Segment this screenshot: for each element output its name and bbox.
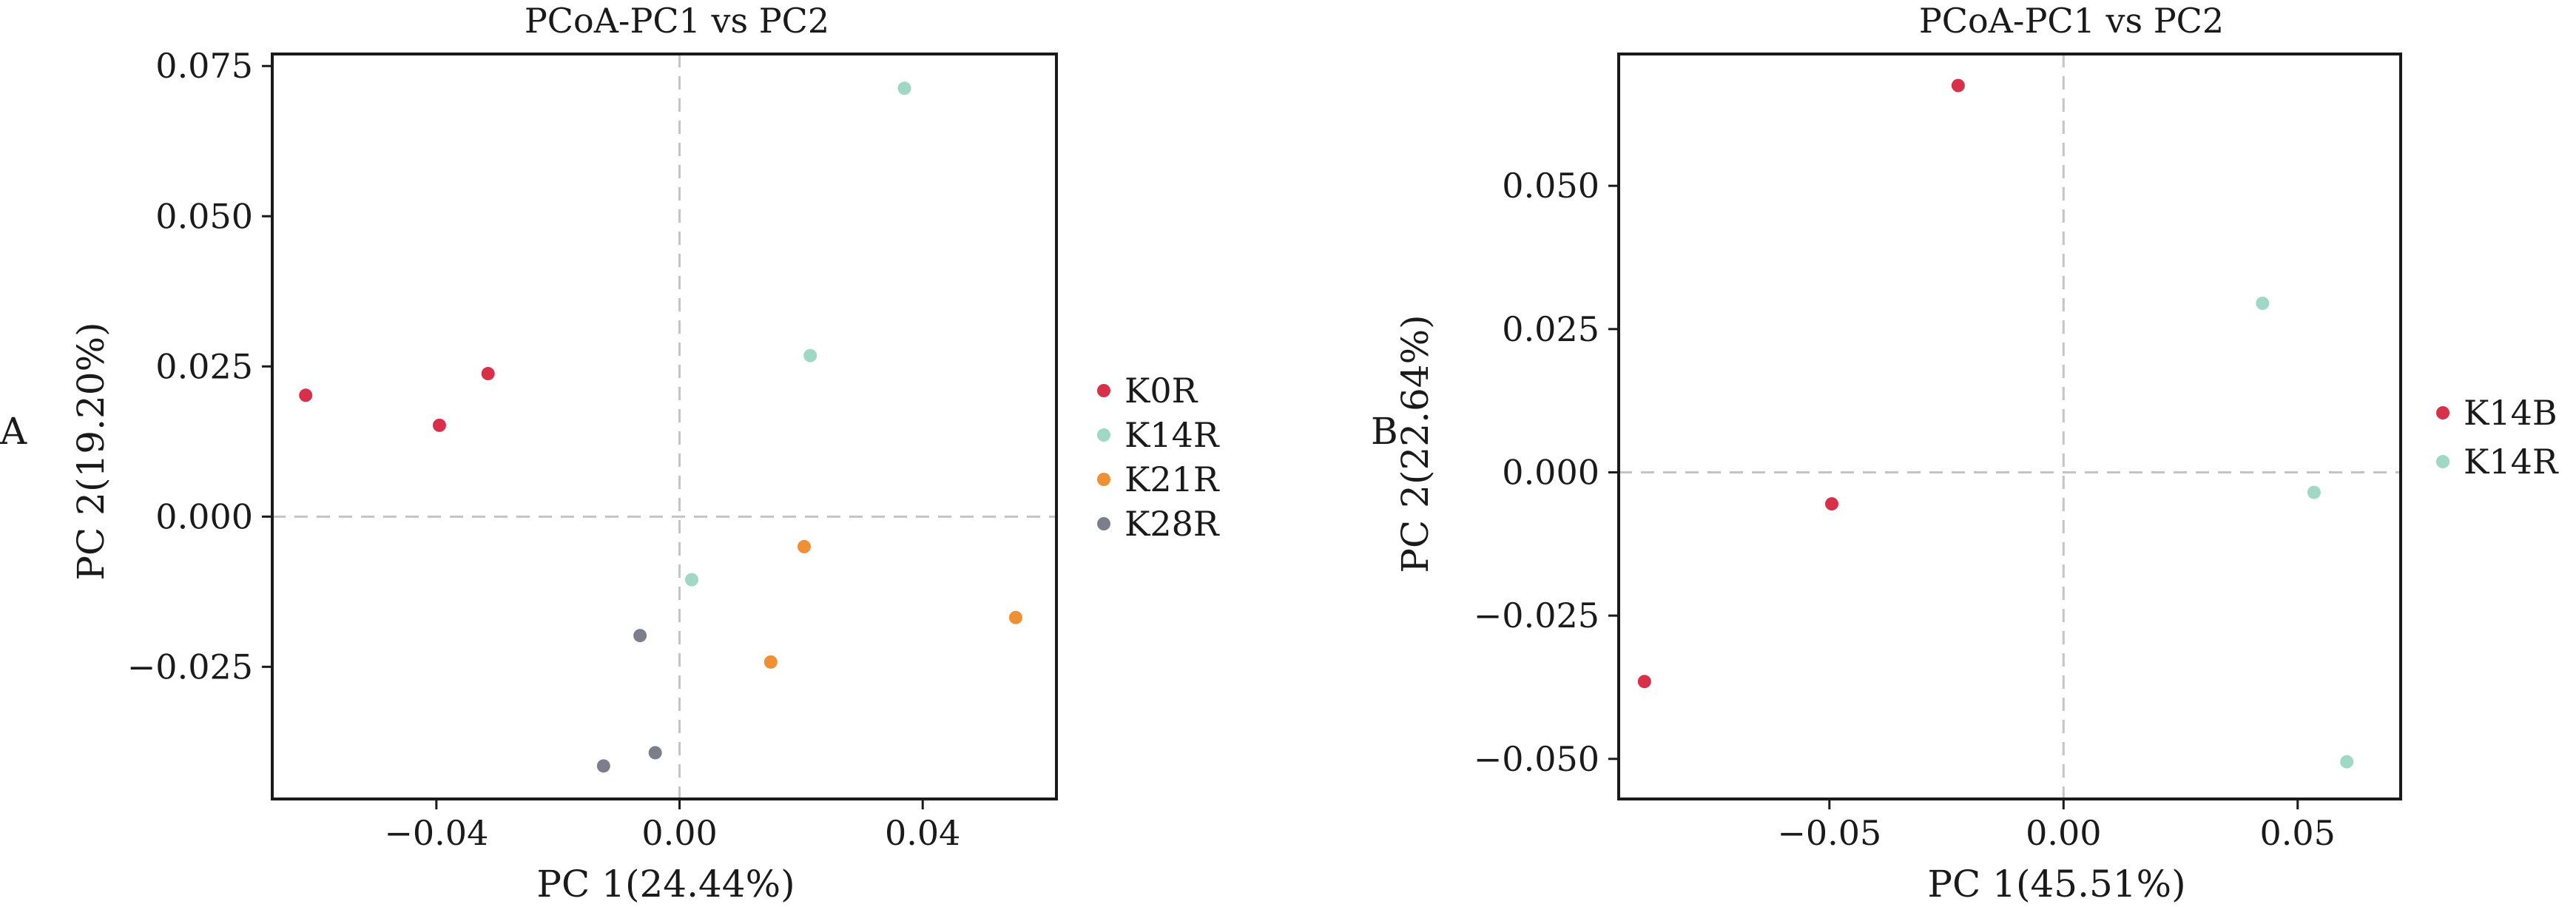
panel-a-y-tick-label: 0.000 — [155, 496, 253, 536]
panel-a-series-k28r — [596, 629, 662, 773]
legend-label: K14B — [2464, 393, 2558, 433]
panel-b-series-k14r — [2256, 296, 2354, 769]
panel-b-x-tick-label: 0.00 — [2026, 813, 2101, 853]
panel-b-x-tick-label: 0.05 — [2260, 813, 2336, 853]
panel-a-legend-item: K21R — [1097, 459, 1220, 499]
panel-b-title: PCoA-PC1 vs PC2 — [1919, 1, 2224, 41]
panel-b-y-tick-label: −0.025 — [1474, 596, 1599, 635]
legend-label: K14R — [1125, 415, 1220, 455]
data-point — [2256, 296, 2270, 310]
panel-a-legend-item: K28R — [1097, 504, 1220, 544]
panel-a-x-tick-label: −0.04 — [384, 813, 488, 853]
panel-a-plot: −0.04 0.00 0.04 −0.025 0.000 0.025 0.050 0.075 K… — [127, 46, 1220, 853]
panel-a-x-tick-label: 0.04 — [885, 813, 960, 853]
data-point — [1951, 78, 1965, 92]
panel-a-title: PCoA-PC1 vs PC2 — [525, 1, 829, 41]
data-point — [633, 629, 647, 643]
panel-a-y-tick-label: 0.025 — [155, 346, 253, 386]
data-point — [897, 81, 911, 95]
legend-marker — [1097, 428, 1110, 442]
data-point — [596, 759, 610, 773]
data-point — [648, 746, 662, 760]
panel-a: PCoA-PC1 vs PC2 A PC 1(24.44%) PC 2(19.2… — [0, 1, 829, 906]
data-point — [481, 367, 495, 381]
panel-a-series-k14r — [684, 81, 911, 587]
panel-a-series-k21r — [763, 539, 1022, 669]
legend-marker — [2436, 455, 2449, 468]
panel-b-y-tick-label: 0.050 — [1502, 166, 1599, 206]
data-point — [797, 539, 811, 553]
data-point — [1824, 497, 1838, 511]
panel-a-series-k0r — [299, 367, 495, 432]
panel-b-xlabel: PC 1(45.51%) — [1927, 863, 2185, 906]
panel-b-plot-frame — [1617, 53, 2402, 800]
plot-layer: −0.04 0.00 0.04 −0.025 0.000 0.025 0.050 0.075 K… — [127, 46, 2559, 853]
panel-a-legend-item: K0R — [1097, 371, 1198, 411]
panel-a-y-tick-label: 0.050 — [155, 196, 253, 236]
data-point — [2307, 485, 2321, 499]
legend-label: K0R — [1125, 371, 1198, 411]
panel-b-y-tick-label: 0.025 — [1502, 309, 1599, 349]
legend-marker — [1097, 517, 1110, 530]
data-point — [1637, 675, 1651, 689]
legend-label: K21R — [1125, 459, 1220, 499]
panel-a-legend-item: K14R — [1097, 415, 1220, 455]
panel-b-plot: −0.05 0.00 0.05 −0.050 −0.025 0.000 0.025 0.050… — [1474, 53, 2559, 853]
panel-a-y-tick-label: 0.075 — [155, 46, 253, 86]
legend-marker — [2436, 406, 2449, 419]
panel-b-label: B — [1371, 410, 1398, 453]
data-point — [763, 655, 778, 669]
legend-marker — [1097, 384, 1110, 397]
data-point — [299, 388, 313, 402]
panel-a-y-tick-label: −0.025 — [127, 647, 253, 687]
panel-b-y-tick-label: −0.050 — [1474, 739, 1599, 779]
data-point — [684, 573, 698, 587]
panel-a-ylabel: PC 2(19.20%) — [70, 322, 112, 580]
legend-label: K14R — [2464, 442, 2559, 482]
legend-marker — [1097, 473, 1110, 486]
data-point — [803, 348, 817, 363]
panel-a-plot-frame — [271, 53, 1058, 800]
data-point — [1008, 610, 1022, 624]
panel-b-ylabel: PC 2(22.64%) — [1394, 314, 1437, 573]
panel-b-y-tick-label: 0.000 — [1502, 452, 1599, 492]
panel-b: PCoA-PC1 vs PC2 B PC 1(45.51%) PC 2(22.6… — [1371, 1, 2224, 906]
panel-b-legend-item: K14B — [2436, 393, 2558, 433]
panel-a-label: A — [0, 410, 27, 453]
data-point — [432, 418, 446, 432]
panel-b-series-k14b — [1637, 78, 1965, 689]
panel-a-xlabel: PC 1(24.44%) — [536, 863, 795, 906]
data-point — [2340, 755, 2354, 769]
panel-b-x-tick-label: −0.05 — [1777, 813, 1881, 853]
panel-a-x-tick-label: 0.00 — [641, 813, 717, 853]
panel-b-legend-item: K14R — [2436, 442, 2559, 482]
legend-label: K28R — [1125, 504, 1220, 544]
